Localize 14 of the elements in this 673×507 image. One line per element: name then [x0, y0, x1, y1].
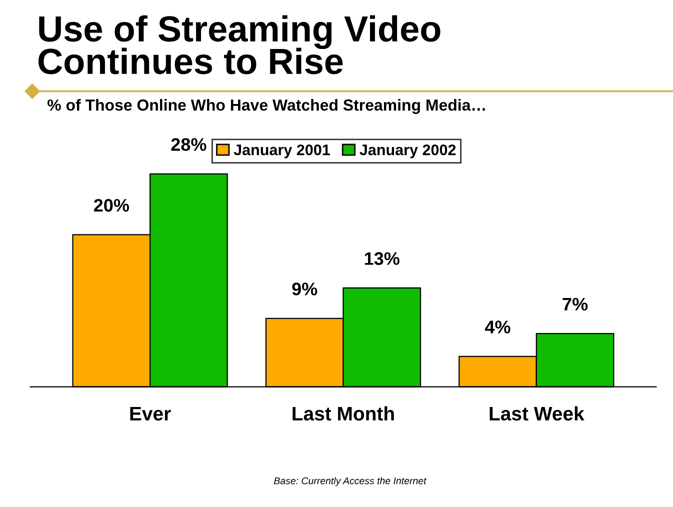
data-label: 13%	[364, 252, 400, 265]
x-tick-label: Ever	[130, 407, 171, 421]
chart-subtitle: % of Those Online Who Have Watched Streaming Media…	[48, 98, 485, 114]
chart-title: Use of Streaming Video Continues to Rise	[38, 15, 440, 74]
data-label: 28%	[171, 138, 206, 151]
data-label: 4%	[484, 320, 510, 334]
legend-label: January 2001	[234, 144, 330, 158]
legend-label: January 2002	[360, 144, 456, 158]
text: Base: Currently Access the Internet	[274, 477, 427, 486]
data-label: 20%	[94, 198, 130, 212]
data-label: 9%	[292, 282, 318, 296]
x-tick-label: Last Month	[292, 406, 394, 421]
data-label: 7%	[562, 298, 588, 311]
x-tick-label: Last Week	[490, 406, 584, 421]
